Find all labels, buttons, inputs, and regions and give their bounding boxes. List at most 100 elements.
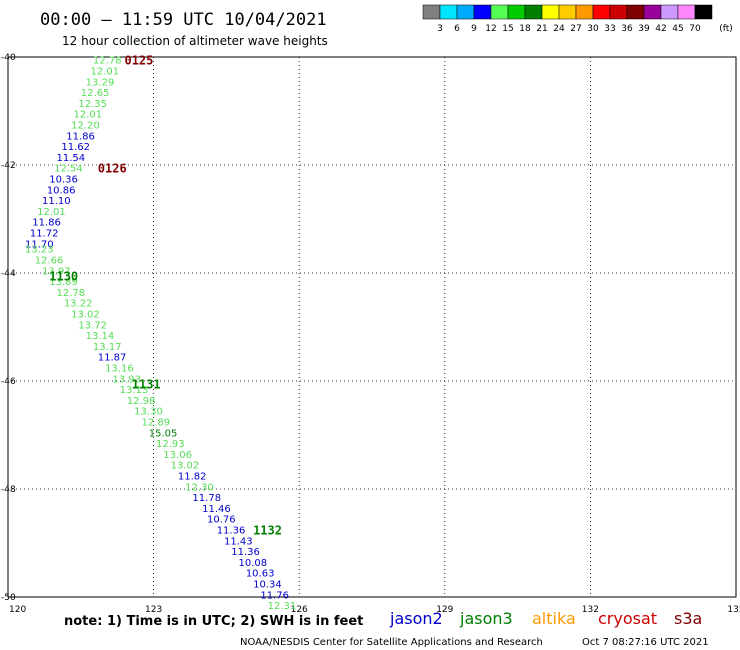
x-tick-label: 135: [727, 605, 740, 615]
wave-height-value: 12.35: [78, 99, 107, 110]
legend-altika: altika: [532, 609, 576, 628]
wave-height-value: 12.31: [268, 601, 297, 612]
wave-height-value: 10.36: [49, 175, 78, 186]
y-tick-label: -46: [1, 377, 16, 387]
y-tick-label: -48: [1, 485, 16, 495]
wave-height-value: 13.16: [105, 364, 134, 375]
legend-cryosat: cryosat: [598, 609, 657, 628]
colorbar-swatch: [626, 4, 645, 20]
colorbar-label: 45: [672, 24, 683, 34]
wave-height-value: 12.89: [141, 418, 170, 429]
colorbar-swatch: [490, 4, 509, 20]
wave-height-value: 15.05: [149, 428, 178, 439]
wave-height-value: 13.06: [163, 450, 192, 461]
colorbar-swatch: [660, 4, 679, 20]
wave-height-value: 10.08: [239, 558, 268, 569]
y-tick-label: -42: [1, 161, 16, 171]
wave-height-value: 13.02: [71, 310, 100, 321]
data-points: 12.7812.0113.2912.6512.3512.0112.2011.86…: [25, 56, 296, 612]
colorbar-label: 39: [638, 24, 650, 34]
wave-height-value: 13.72: [78, 320, 107, 331]
pass-time-label: 1132: [253, 524, 282, 538]
wave-height-value: 11.70: [25, 239, 54, 250]
colorbar-swatch: [677, 4, 696, 20]
wave-height-value: 11.86: [32, 218, 61, 229]
wave-height-value: 13.93: [112, 374, 141, 385]
wave-height-value: 11.76: [260, 590, 289, 601]
colorbar-label: 15: [502, 24, 513, 34]
colorbar-label: 9: [471, 24, 477, 34]
wave-height-value: 12.78: [57, 288, 86, 299]
satellite-legend: jason2 jason3 altika cryosat s3a: [389, 609, 702, 628]
wave-height-value: 10.63: [246, 569, 275, 580]
wave-height-value: 13.30: [134, 407, 163, 418]
x-tick-label: 126: [291, 605, 308, 615]
wave-height-value: 11.78: [192, 493, 221, 504]
grid-lines: [8, 57, 736, 597]
x-tick-label: 132: [582, 605, 599, 615]
colorbar-label: 24: [553, 24, 565, 34]
y-tick-label: -44: [1, 269, 16, 279]
wave-height-value: 13.23: [25, 245, 54, 256]
wave-height-value: 13.17: [93, 342, 122, 353]
wave-height-value: 13.14: [86, 331, 115, 342]
colorbar-label: 70: [689, 24, 701, 34]
colorbar-swatch: [456, 4, 475, 20]
pass-time-label: 0125: [124, 54, 153, 68]
timestamp-text: Oct 7 08:27:16 UTC 2021: [582, 637, 709, 648]
wave-height-value: 13.89: [49, 277, 78, 288]
colorbar-swatch: [524, 4, 543, 20]
wave-height-value: 13.22: [64, 299, 93, 310]
colorbar-label: 27: [570, 24, 581, 34]
wave-height-value: 12.78: [93, 56, 122, 67]
wave-height-value: 12.20: [71, 121, 100, 132]
colorbar-swatch: [592, 4, 611, 20]
time-labels: 0125 0126 1130 1131 1132: [49, 54, 282, 538]
wave-height-value: 11.36: [231, 547, 260, 558]
wave-height-value: 10.86: [47, 185, 76, 196]
legend-s3a: s3a: [674, 609, 702, 628]
wave-height-value: 12.98: [127, 396, 156, 407]
wave-height-value: 11.72: [30, 229, 59, 240]
axis-ticks: 120 123 126 129 132 135 -40 -42 -44 -46 -48 -50: [1, 53, 740, 615]
wave-height-value: 12.54: [54, 164, 83, 175]
wave-height-value: 11.54: [57, 153, 86, 164]
wave-height-value: 11.87: [98, 353, 127, 364]
pass-time-label: 0126: [98, 162, 127, 176]
colorbar-label: 33: [604, 24, 615, 34]
x-tick-label: 129: [436, 605, 453, 615]
colorbar-swatch: [575, 4, 594, 20]
colorbar-label: 3: [437, 24, 443, 34]
colorbar-swatch: [473, 4, 492, 20]
wave-height-value: 12.01: [91, 67, 120, 78]
wave-height-value: 11.10: [42, 196, 71, 207]
wave-height-value: 11.82: [178, 472, 207, 483]
wave-height-value: 13.02: [171, 461, 200, 472]
wave-height-value: 11.86: [66, 131, 95, 142]
x-tick-label: 123: [145, 605, 162, 615]
wave-height-value: 13.13: [120, 385, 149, 396]
colorbar-swatch: [643, 4, 662, 20]
colorbar-swatch: [609, 4, 628, 20]
wave-height-value: 11.46: [202, 504, 231, 515]
wave-height-value: 12.01: [37, 207, 66, 218]
y-tick-label: -40: [1, 53, 16, 63]
plot-area: 120 123 126 129 132 135 -40 -42 -44 -46 -48 -50 12.…: [1, 53, 740, 615]
wave-height-value: 13.97: [42, 266, 71, 277]
pass-time-label: 1131: [132, 378, 161, 392]
wave-height-value: 12.01: [74, 110, 103, 121]
wave-height-value: 10.34: [253, 580, 282, 591]
colorbar-swatch: [439, 4, 458, 20]
wave-height-value: 12.93: [156, 439, 185, 450]
pass-time-label: 1130: [49, 270, 78, 284]
x-tick-label: 120: [9, 605, 26, 615]
colorbar-label: 21: [536, 24, 547, 34]
legend-jason3: jason3: [459, 609, 513, 628]
wave-height-value: 11.43: [224, 536, 253, 547]
plot-border: [7, 56, 737, 598]
chart-subtitle: 12 hour collection of altimeter wave hei…: [62, 34, 328, 48]
colorbar-label: 12: [485, 24, 496, 34]
colorbar-swatch: [558, 4, 577, 20]
colorbar-swatch: [507, 4, 526, 20]
